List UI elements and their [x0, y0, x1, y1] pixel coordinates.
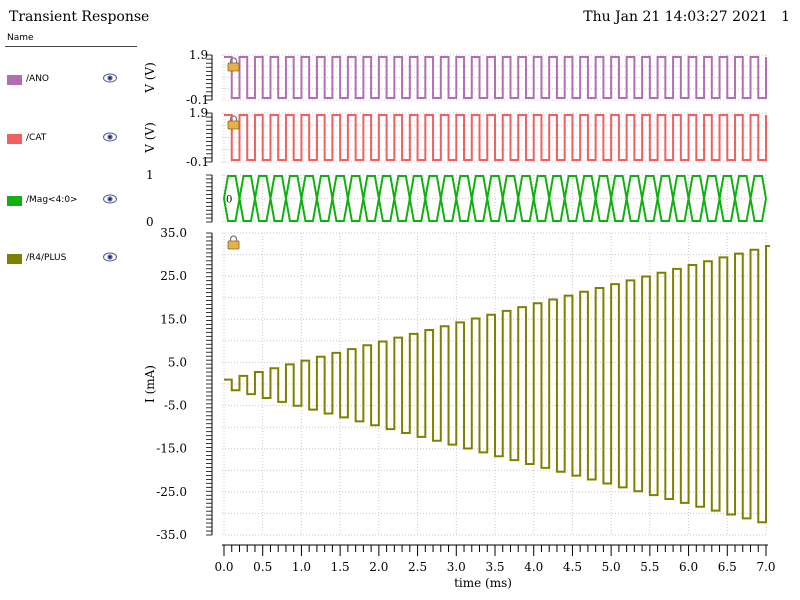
y-tick-label: -0.1 [186, 155, 209, 169]
x-tick-label: 3.0 [447, 560, 466, 574]
y-tick-label: 35.0 [160, 226, 187, 240]
x-tick-label: 5.5 [640, 560, 659, 574]
lock-body [227, 120, 240, 130]
series-line-cat [224, 114, 767, 161]
lock-body [227, 240, 240, 250]
bus-upper-edge [223, 175, 767, 199]
x-tick-label: 2.0 [369, 560, 388, 574]
x-tick-label: 4.0 [524, 560, 543, 574]
bus-lower-edge [223, 198, 767, 222]
datetime: Thu Jan 21 14:03:27 2021 [583, 9, 768, 25]
lock-shackle [229, 57, 238, 63]
x-tick-label: 1.5 [331, 560, 350, 574]
y-tick-label: 1 [146, 168, 154, 182]
legend-header: Name [7, 33, 34, 43]
y-axis-label: V (V) [143, 122, 157, 154]
y-tick-label: 25.0 [160, 269, 187, 283]
x-tick-label: 0.5 [253, 560, 272, 574]
eye-icon[interactable] [103, 132, 117, 142]
legend-divider [5, 46, 137, 47]
x-tick-label: 4.5 [563, 560, 582, 574]
lock-body [227, 62, 240, 72]
page-number: 1 [781, 9, 790, 25]
x-tick-label: 2.5 [408, 560, 427, 574]
legend-swatch-cat [7, 134, 22, 144]
window-title: Transient Response [9, 9, 150, 25]
y-tick-label: -5.0 [164, 399, 187, 413]
y-tick-label: -15.0 [156, 442, 187, 456]
x-tick-label: 1.0 [292, 560, 311, 574]
y-tick-label: 0 [146, 215, 154, 229]
x-tick-label: 6.0 [679, 560, 698, 574]
lock-icon [227, 57, 240, 72]
x-axis-label: time (ms) [454, 576, 512, 590]
legend-item-mag[interactable]: /Mag<4:0> [7, 194, 127, 209]
y-tick-label: -0.1 [186, 93, 209, 107]
y-tick-label: -35.0 [156, 528, 187, 542]
y-tick-label: 15.0 [160, 312, 187, 326]
eye-icon[interactable] [103, 252, 117, 262]
x-tick-label: 5.0 [602, 560, 621, 574]
series-line-r4plus [224, 244, 770, 524]
legend-swatch-mag [7, 196, 22, 206]
lock-icon [227, 235, 240, 250]
legend-label-mag: /Mag<4:0> [26, 195, 78, 205]
x-tick-label: 3.5 [485, 560, 504, 574]
y-tick-label: -25.0 [156, 485, 187, 499]
legend-swatch-ano [7, 75, 22, 85]
legend-item-cat[interactable]: /CAT [7, 132, 127, 147]
series-line-ano [224, 56, 767, 99]
lock-icon [227, 115, 240, 130]
legend-label-ano: /ANO [26, 74, 50, 84]
lock-shackle [229, 235, 238, 241]
x-tick-label: 7.0 [756, 560, 775, 574]
legend-item-ano[interactable]: /ANO [7, 73, 127, 88]
eye-icon[interactable] [103, 73, 117, 83]
y-axis-label: I (mA) [143, 365, 157, 403]
x-tick-label: 0.0 [214, 560, 233, 574]
bus-value-label: 0 [226, 195, 232, 206]
legend-swatch-r4-plus [7, 254, 22, 264]
y-tick-label: 1.9 [189, 48, 208, 62]
legend-label-r4-plus: /R4/PLUS [26, 253, 67, 263]
lock-shackle [229, 115, 238, 121]
y-tick-label: 5.0 [168, 355, 187, 369]
y-axis-label: V (V) [143, 62, 157, 94]
eye-icon[interactable] [103, 194, 117, 204]
legend-item-r4-plus[interactable]: /R4/PLUS [7, 252, 127, 267]
legend-label-cat: /CAT [26, 133, 47, 143]
x-tick-label: 6.5 [718, 560, 737, 574]
y-tick-label: 1.9 [189, 106, 208, 120]
datetime-and-page: Thu Jan 21 14:03:27 2021 1 [583, 9, 790, 25]
